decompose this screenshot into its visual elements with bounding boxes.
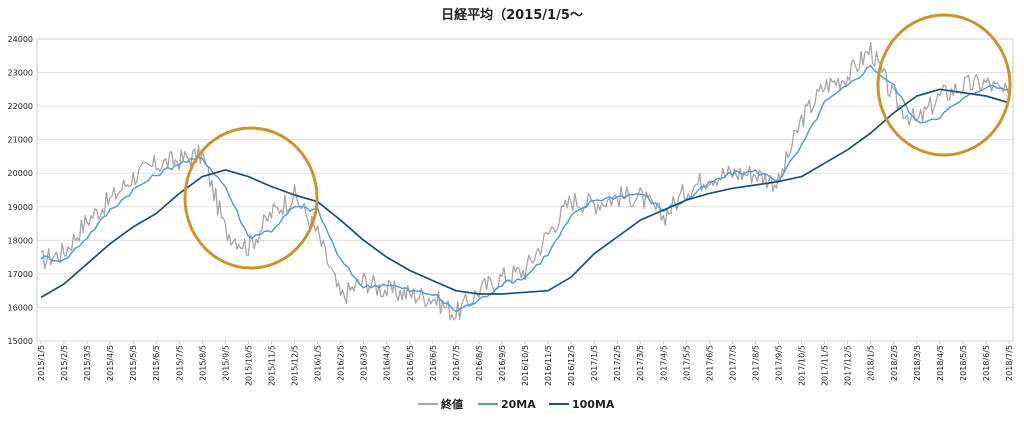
y-tick-label: 17000 [8, 270, 33, 279]
x-tick-label: 2017/4/5 [659, 345, 668, 381]
x-tick-label: 2017/12/5 [844, 345, 853, 386]
x-tick-label: 2017/10/5 [798, 345, 807, 386]
x-tick-label: 2017/2/5 [613, 345, 622, 381]
x-tick-label: 2016/3/5 [360, 345, 369, 381]
x-tick-label: 2015/10/5 [244, 345, 253, 386]
x-tick-label: 2018/4/5 [936, 345, 945, 381]
highlight-circle-2018 [876, 13, 1012, 157]
x-tick-label: 2016/1/5 [314, 345, 323, 381]
x-tick-label: 2015/7/5 [175, 345, 184, 381]
x-tick-label: 2018/7/5 [1005, 345, 1014, 381]
x-tick-label: 2017/7/5 [728, 345, 737, 381]
y-tick-label: 23000 [8, 69, 33, 78]
x-tick-label: 2015/6/5 [152, 345, 161, 381]
x-tick-label: 2017/9/5 [775, 345, 784, 381]
x-tick-label: 2015/8/5 [198, 345, 207, 381]
series-20ma-line [40, 64, 1010, 313]
y-tick-label: 20000 [8, 169, 33, 178]
y-axis-ticks: 15000 16000 17000 18000 19000 20000 21000 22000… [8, 35, 33, 346]
x-tick-label: 2017/5/5 [682, 345, 691, 381]
x-tick-label: 2018/6/5 [982, 345, 991, 381]
x-tick-label: 2016/5/5 [406, 345, 415, 381]
x-tick-label: 2015/3/5 [83, 345, 92, 381]
x-tick-label: 2016/10/5 [521, 345, 530, 386]
y-tick-label: 21000 [8, 136, 33, 145]
x-tick-label: 2017/1/5 [590, 345, 599, 381]
y-tick-label: 18000 [8, 236, 33, 245]
x-tick-label: 2017/3/5 [636, 345, 645, 381]
x-tick-label: 2018/2/5 [890, 345, 899, 381]
legend-label: 終値 [441, 397, 463, 411]
x-tick-label: 2017/6/5 [705, 345, 714, 381]
x-tick-label: 2015/11/5 [267, 345, 276, 386]
y-tick-label: 24000 [8, 35, 33, 44]
x-tick-label: 2018/3/5 [913, 345, 922, 381]
highlight-circles [183, 13, 1012, 270]
x-tick-label: 2015/9/5 [221, 345, 230, 381]
series-100ma-line [40, 88, 1010, 299]
x-tick-label: 2015/5/5 [129, 345, 138, 381]
legend-label: 20MA [501, 398, 536, 411]
x-tick-label: 2015/2/5 [60, 345, 69, 381]
x-tick-label: 2015/4/5 [106, 345, 115, 381]
x-axis-ticks: 2015/1/5 2015/2/5 2015/3/5 2015/4/5 2015/5/5… [37, 341, 1014, 386]
chart-title: 日経平均（2015/1/5～ [441, 7, 583, 23]
y-tick-label: 15000 [8, 337, 33, 346]
legend: 終値 20MA 100MA [418, 397, 615, 411]
y-tick-label: 22000 [8, 102, 33, 111]
legend-label: 100MA [572, 398, 615, 411]
x-tick-label: 2017/11/5 [821, 345, 830, 386]
x-tick-label: 2015/1/5 [37, 345, 46, 381]
y-tick-label: 19000 [8, 203, 33, 212]
x-tick-label: 2016/11/5 [544, 345, 553, 386]
x-tick-label: 2016/8/5 [475, 345, 484, 381]
x-tick-label: 2016/9/5 [498, 345, 507, 381]
x-tick-label: 2018/1/5 [867, 345, 876, 381]
x-tick-label: 2018/5/5 [959, 345, 968, 381]
x-tick-label: 2016/2/5 [337, 345, 346, 381]
x-tick-label: 2015/12/5 [291, 345, 300, 386]
x-tick-label: 2016/12/5 [567, 345, 576, 386]
y-tick-label: 16000 [8, 303, 33, 312]
x-tick-label: 2016/6/5 [429, 345, 438, 381]
x-tick-label: 2016/7/5 [452, 345, 461, 381]
highlight-circle-2015 [183, 126, 319, 270]
x-tick-label: 2017/8/5 [751, 345, 760, 381]
x-tick-label: 2016/4/5 [383, 345, 392, 381]
